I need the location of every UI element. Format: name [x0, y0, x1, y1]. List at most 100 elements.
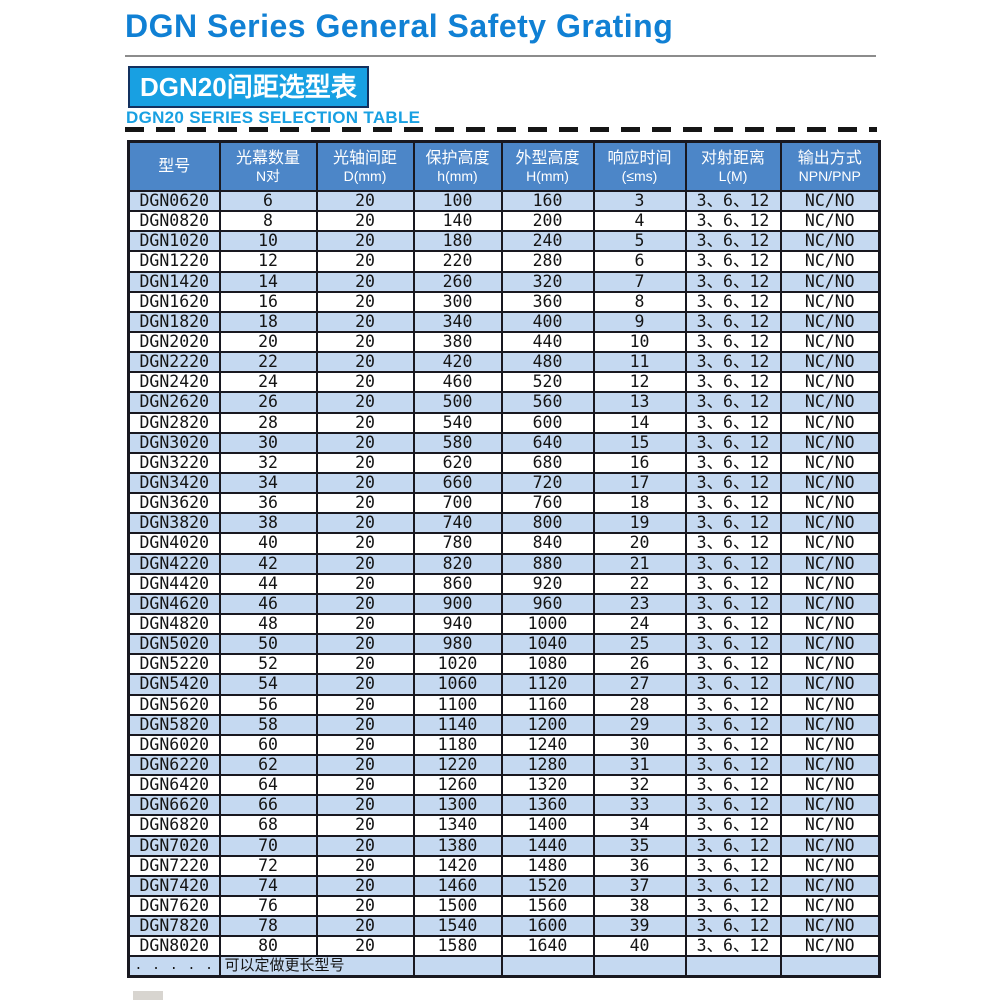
- table-cell: 25: [592, 633, 687, 656]
- table-row: DGN4620 46 20 900 960 23 3、6、12 NC/NO: [127, 592, 881, 615]
- table-cell: 1280: [500, 753, 595, 777]
- table-row: DGN6020 60 20 1180 1240 30 3、6、12 NC/NO: [127, 733, 881, 756]
- table-cell: NC/NO: [779, 391, 881, 414]
- table-cell: 3、6、12: [684, 471, 782, 495]
- table-cell: 1640: [500, 935, 595, 958]
- table-cell: 20: [315, 834, 415, 857]
- table-cell: 36: [218, 492, 318, 515]
- dashed-divider-line: [125, 127, 877, 132]
- table-cell: 20: [315, 753, 415, 777]
- title-divider-line: [125, 55, 876, 57]
- table-cell: 3、6、12: [684, 894, 782, 918]
- table-cell: 36: [592, 854, 687, 877]
- table-cell: 20: [315, 471, 415, 495]
- table-cell: 3、6、12: [684, 794, 782, 817]
- table-cell: DGN7820: [127, 915, 221, 938]
- table-cell: 3、6、12: [684, 210, 782, 233]
- table-cell: DGN4820: [127, 612, 221, 636]
- table-cell: 15: [592, 431, 687, 454]
- table-cell: 3、6、12: [684, 733, 782, 756]
- table-cell: 12: [592, 371, 687, 394]
- table-cell: 35: [592, 834, 687, 857]
- table-row: DGN2620 26 20 500 560 13 3、6、12 NC/NO: [127, 391, 881, 414]
- table-cell: 50: [218, 633, 318, 656]
- table-cell: 5: [592, 230, 687, 253]
- table-cell: 23: [592, 592, 687, 615]
- table-cell: 48: [218, 612, 318, 636]
- table-cell: 18: [592, 492, 687, 515]
- table-cell: DGN4620: [127, 592, 221, 615]
- table-cell: NC/NO: [779, 572, 881, 595]
- table-cell: 34: [592, 814, 687, 837]
- table-cell: 20: [315, 713, 415, 736]
- table-cell: 3、6、12: [684, 693, 782, 716]
- table-cell: NC/NO: [779, 693, 881, 716]
- table-cell: NC/NO: [779, 431, 881, 454]
- table-cell: 33: [592, 794, 687, 817]
- table-cell: DGN6420: [127, 774, 221, 797]
- table-cell: 3、6、12: [684, 753, 782, 777]
- table-cell: 3、6、12: [684, 310, 782, 333]
- table-row: DGN1820 18 20 340 400 9 3、6、12 NC/NO: [127, 310, 881, 333]
- table-cell: 3、6、12: [684, 612, 782, 636]
- table-cell: 1020: [412, 653, 503, 676]
- table-cell: 9: [592, 310, 687, 333]
- table-row: DGN4020 40 20 780 840 20 3、6、12 NC/NO: [127, 532, 881, 555]
- table-cell: 180: [412, 230, 503, 253]
- table-cell: 22: [218, 351, 318, 374]
- table-cell: NC/NO: [779, 371, 881, 394]
- table-cell: 1460: [412, 874, 503, 897]
- table-cell: 560: [500, 391, 595, 414]
- table-cell: 1480: [500, 854, 595, 877]
- footer-dots-cell: . . . . .: [127, 955, 221, 978]
- table-cell: 3、6、12: [684, 653, 782, 676]
- footer-empty-cell: [500, 955, 595, 978]
- table-cell: 20: [315, 189, 415, 213]
- section-subtitle: DGN20 SERIES SELECTION TABLE: [126, 108, 421, 127]
- table-cell: 40: [218, 532, 318, 555]
- table-cell: 3、6、12: [684, 189, 782, 213]
- table-cell: NC/NO: [779, 673, 881, 696]
- table-cell: 18: [218, 310, 318, 333]
- table-cell: 1500: [412, 894, 503, 918]
- table-cell: DGN3820: [127, 512, 221, 535]
- table-cell: 14: [218, 270, 318, 293]
- table-cell: NC/NO: [779, 612, 881, 636]
- table-cell: 1200: [500, 713, 595, 736]
- section-badge: DGN20间距选型表: [128, 66, 369, 108]
- table-cell: 3、6、12: [684, 270, 782, 293]
- table-row: DGN1620 16 20 300 360 8 3、6、12 NC/NO: [127, 290, 881, 313]
- table-cell: 76: [218, 894, 318, 918]
- header-cell: 响应时间 (≤ms): [592, 140, 687, 192]
- table-cell: 3、6、12: [684, 854, 782, 877]
- table-cell: 140: [412, 210, 503, 233]
- table-cell: 20: [315, 854, 415, 877]
- table-cell: 300: [412, 290, 503, 313]
- table-cell: NC/NO: [779, 915, 881, 938]
- table-cell: NC/NO: [779, 330, 881, 354]
- table-row: DGN3020 30 20 580 640 15 3、6、12 NC/NO: [127, 431, 881, 454]
- table-cell: 3、6、12: [684, 834, 782, 857]
- table-cell: 52: [218, 653, 318, 676]
- table-cell: 20: [315, 774, 415, 797]
- table-cell: 1360: [500, 794, 595, 817]
- table-cell: NC/NO: [779, 814, 881, 837]
- table-row: DGN3220 32 20 620 680 16 3、6、12 NC/NO: [127, 451, 881, 474]
- table-row: DGN6220 62 20 1220 1280 31 3、6、12 NC/NO: [127, 753, 881, 777]
- table-cell: NC/NO: [779, 733, 881, 756]
- table-cell: 46: [218, 592, 318, 615]
- table-cell: 3、6、12: [684, 935, 782, 958]
- table-cell: 66: [218, 794, 318, 817]
- table-cell: NC/NO: [779, 210, 881, 233]
- table-cell: DGN3620: [127, 492, 221, 515]
- table-cell: 740: [412, 512, 503, 535]
- table-row: DGN4820 48 20 940 1000 24 3、6、12 NC/NO: [127, 612, 881, 636]
- header-cell: 光轴间距 D(mm): [315, 140, 415, 192]
- table-cell: 20: [315, 431, 415, 454]
- table-cell: 1440: [500, 834, 595, 857]
- table-cell: DGN2620: [127, 391, 221, 414]
- table-cell: 1160: [500, 693, 595, 716]
- table-row: DGN5820 58 20 1140 1200 29 3、6、12 NC/NO: [127, 713, 881, 736]
- table-cell: 7: [592, 270, 687, 293]
